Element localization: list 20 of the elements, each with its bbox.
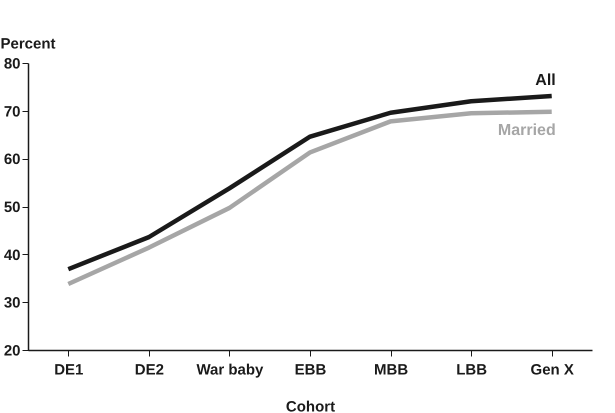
- y-tick-label: 60: [4, 151, 20, 168]
- y-tick-label: 80: [4, 56, 20, 72]
- y-tick-label: 40: [4, 246, 20, 264]
- line-series: [66, 94, 554, 272]
- y-tick-label: 50: [4, 199, 20, 216]
- x-tick-label: DE1: [54, 362, 84, 378]
- y-axis-title: Percent: [0, 36, 56, 52]
- series-label: All: [535, 72, 556, 90]
- y-tick-label: 70: [4, 103, 20, 120]
- x-tick-label: War baby: [196, 362, 264, 378]
- y-tick-label: 30: [4, 294, 20, 312]
- series-label: Married: [498, 122, 556, 139]
- y-tick-label: 20: [4, 342, 20, 360]
- x-axis-title: Cohort: [286, 398, 336, 413]
- line-series: [66, 110, 554, 286]
- x-tick-label: LBB: [456, 362, 488, 378]
- x-tick-label: EBB: [294, 362, 326, 378]
- x-tick-label: DE2: [134, 362, 164, 378]
- x-tick-label: Gen X: [530, 362, 574, 378]
- x-tick-label: MBB: [374, 362, 408, 378]
